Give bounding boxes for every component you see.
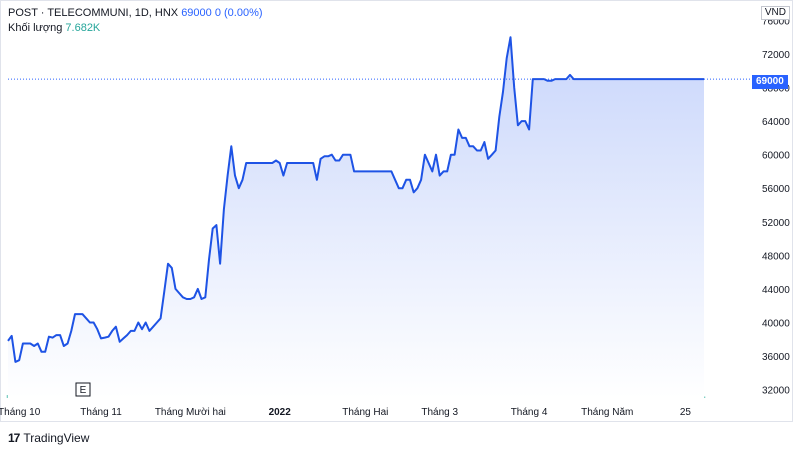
x-tick-label: 2022 xyxy=(269,407,292,418)
x-tick-label: 25 xyxy=(680,407,692,418)
volume-value: 7.682K xyxy=(65,22,101,34)
symbol-title[interactable]: POST · TELECOMMUNI, 1D, HNX xyxy=(8,7,179,19)
chart-frame xyxy=(0,0,793,422)
y-tick-label: 56000 xyxy=(762,184,790,195)
y-tick-label: 72000 xyxy=(762,50,790,61)
tradingview-logo-icon: 17 xyxy=(8,431,20,445)
y-tick-label: 52000 xyxy=(762,218,790,229)
x-tick-label: Tháng Mười hai xyxy=(155,407,226,418)
x-tick-label: Tháng 11 xyxy=(80,407,122,418)
x-tick-label: Tháng Năm xyxy=(581,407,633,418)
y-axis: 32000 36000 40000 44000 48000 52000 56000 60000… xyxy=(762,16,790,396)
currency-button[interactable]: VND xyxy=(760,6,790,20)
volume-row: Khối lượng 7.682K xyxy=(8,21,263,36)
last-price-tag: 69000 xyxy=(752,75,788,89)
y-tick-label: 76000 xyxy=(762,16,790,27)
last-price: 69000 xyxy=(181,7,212,19)
x-axis: Tháng 10 Tháng 11 Tháng Mười hai 2022 Tháng … xyxy=(0,407,691,418)
tradingview-branding[interactable]: 17 TradingView xyxy=(8,431,89,445)
symbol-row: POST · TELECOMMUNI, 1D, HNX 69000 0 (0.0… xyxy=(8,6,263,21)
x-tick-label: Tháng Hai xyxy=(342,407,388,418)
y-tick-label: 60000 xyxy=(762,151,790,162)
x-tick-label: Tháng 3 xyxy=(421,407,458,418)
y-tick-label: 68000 xyxy=(762,84,790,95)
volume-label: Khối lượng xyxy=(8,22,63,34)
event-marker[interactable]: E xyxy=(75,382,91,397)
y-tick-label: 36000 xyxy=(762,352,790,363)
y-tick-label: 32000 xyxy=(762,386,790,397)
y-tick-label: 64000 xyxy=(762,117,790,128)
price-change: 0 (0.00%) xyxy=(214,7,263,19)
y-tick-label: 44000 xyxy=(762,285,790,296)
x-tick-label: Tháng 10 xyxy=(0,407,41,418)
y-tick-label: 40000 xyxy=(762,318,790,329)
x-tick-label: Tháng 4 xyxy=(511,407,548,418)
price-line xyxy=(7,36,704,363)
price-area-fill xyxy=(8,37,704,398)
brand-name: TradingView xyxy=(23,431,90,445)
y-tick-label: 48000 xyxy=(762,251,790,262)
chart-legend: POST · TELECOMMUNI, 1D, HNX 69000 0 (0.0… xyxy=(8,6,263,36)
event-marker-label: E xyxy=(80,385,87,396)
